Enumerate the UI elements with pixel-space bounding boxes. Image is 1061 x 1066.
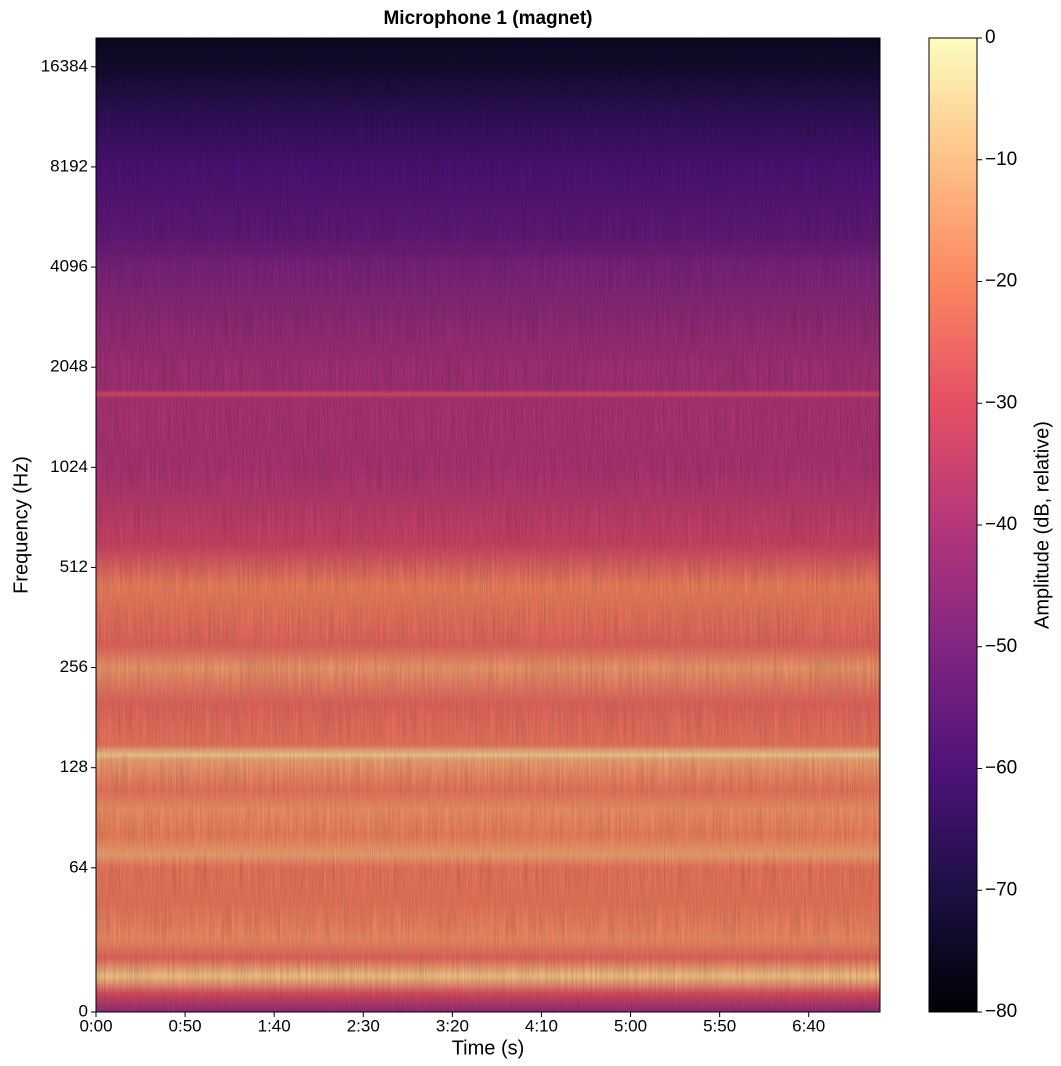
x-tick-label: 1:40 (258, 1016, 291, 1035)
y-tick-label: 4096 (50, 257, 88, 276)
y-tick-label: 8192 (50, 156, 88, 175)
colorbar-tick-label: −10 (985, 149, 1017, 170)
colorbar-tick-label: −60 (985, 758, 1017, 779)
x-tick-label: 0:00 (79, 1016, 112, 1035)
y-tick-label: 1024 (50, 457, 88, 476)
colorbar-tick-label: −30 (985, 392, 1017, 413)
x-tick-label: 4:10 (525, 1016, 558, 1035)
x-tick-label: 5:50 (703, 1016, 736, 1035)
colorbar-label: Amplitude (dB, relative) (1031, 421, 1053, 629)
colorbar-tick-label: −70 (985, 879, 1017, 900)
plot-frame (95, 37, 881, 1013)
y-axis-label: Frequency (Hz) (10, 456, 32, 594)
y-tick-label: 256 (60, 657, 88, 676)
y-tick-label: 128 (60, 757, 88, 776)
spectrogram-texture (96, 38, 880, 1012)
colorbar-tick-label: −50 (985, 636, 1017, 657)
x-axis-label: Time (s) (452, 1037, 525, 1059)
colorbar-tick-label: −80 (985, 1001, 1017, 1022)
x-tick-label: 2:30 (347, 1016, 380, 1035)
colorbar-tick-label: −40 (985, 514, 1017, 535)
y-tick-label: 2048 (50, 357, 88, 376)
colorbar (928, 37, 978, 1013)
y-tick-label: 0 (79, 1001, 88, 1020)
x-tick-label: 3:20 (436, 1016, 469, 1035)
colorbar-tick-label: −20 (985, 271, 1017, 292)
y-tick-label: 16384 (41, 56, 88, 75)
chart-title: Microphone 1 (magnet) (383, 8, 592, 29)
x-tick-label: 0:50 (169, 1016, 202, 1035)
y-tick-label: 512 (60, 557, 88, 576)
x-tick-label: 6:40 (792, 1016, 825, 1035)
x-tick-label: 5:00 (614, 1016, 647, 1035)
colorbar-tick-label: 0 (985, 27, 996, 48)
y-tick-label: 64 (69, 857, 88, 876)
